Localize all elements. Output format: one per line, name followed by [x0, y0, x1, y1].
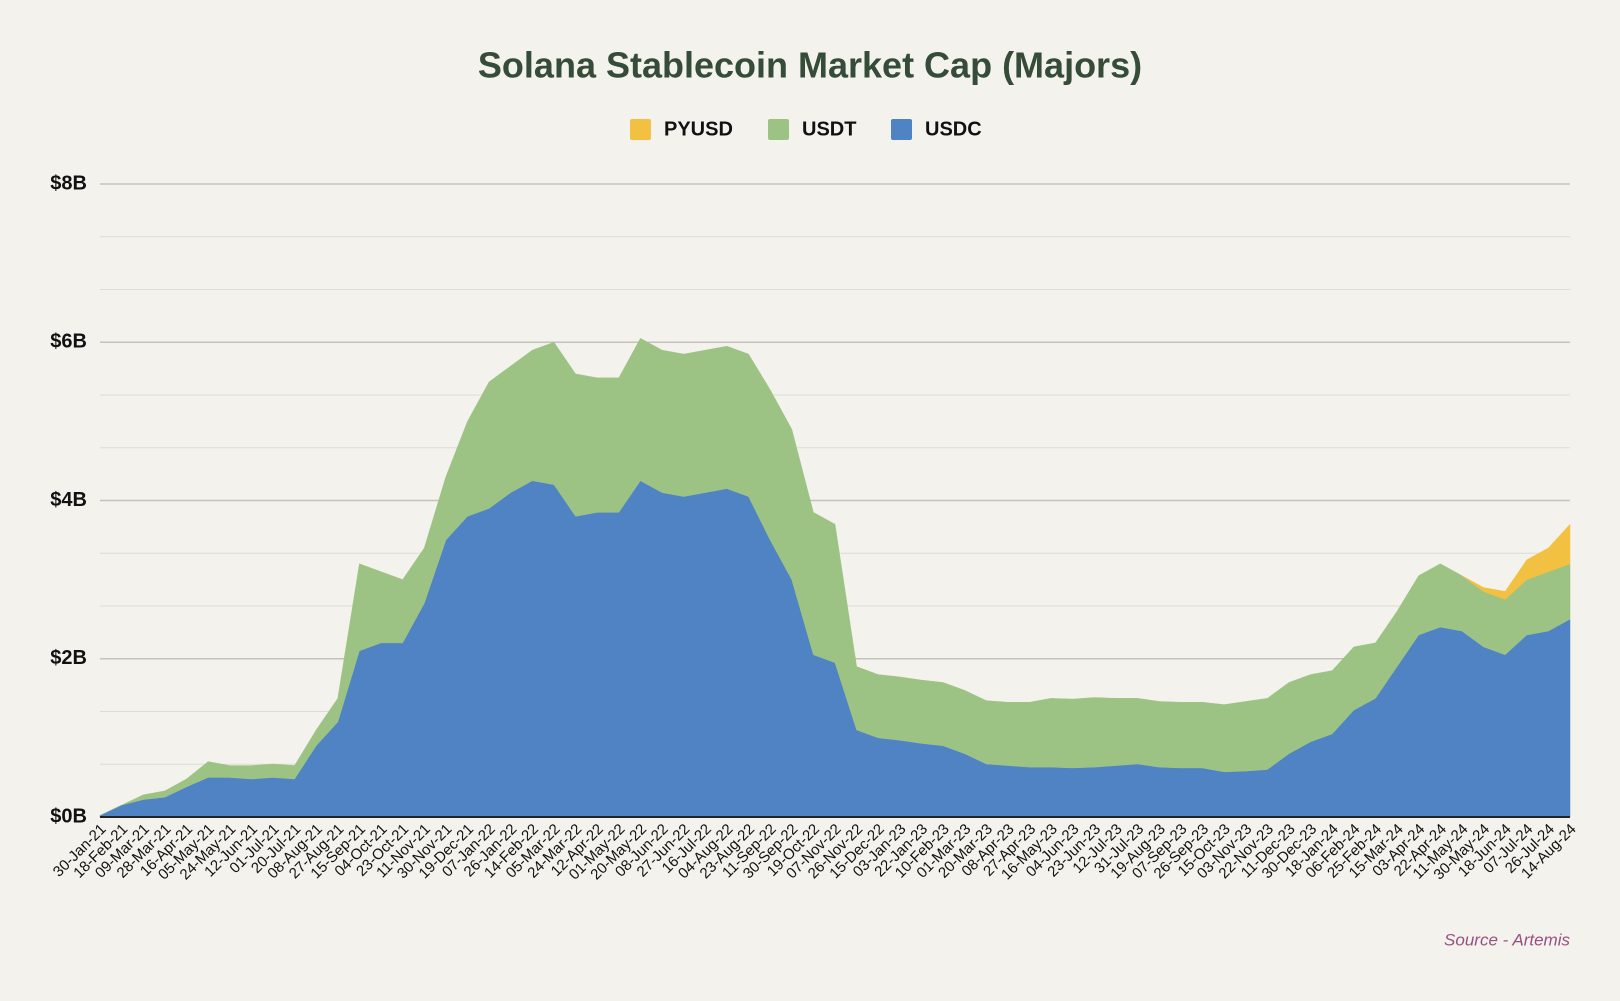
y-tick-label: $6B — [50, 331, 87, 353]
y-tick-label: $0B — [50, 805, 87, 827]
area-usdt — [99, 337, 1571, 816]
source-note: Source - Artemis — [1444, 930, 1570, 949]
legend-swatch — [768, 119, 789, 140]
legend-label: USDC — [925, 118, 982, 140]
area-pyusd — [1461, 523, 1571, 600]
y-tick-label: $8B — [50, 172, 87, 194]
y-tick-label: $2B — [50, 647, 87, 669]
legend-label: PYUSD — [664, 118, 733, 140]
y-tick-label: $4B — [50, 489, 87, 511]
legend-swatch — [630, 119, 651, 140]
chart-title: Solana Stablecoin Market Cap (Majors) — [478, 45, 1142, 86]
legend-swatch — [891, 119, 912, 140]
legend-label: USDT — [802, 118, 856, 140]
